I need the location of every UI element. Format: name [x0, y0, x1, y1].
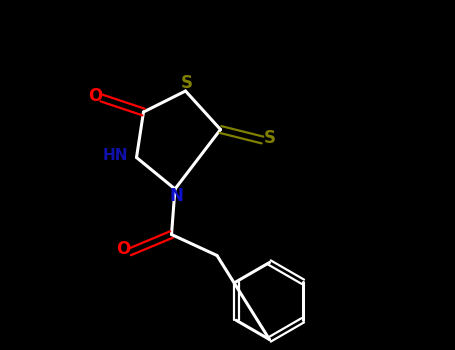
Text: N: N — [170, 187, 184, 205]
Text: O: O — [88, 87, 102, 105]
Text: S: S — [264, 129, 276, 147]
Text: HN: HN — [102, 148, 128, 163]
Text: O: O — [116, 240, 130, 258]
Text: S: S — [181, 74, 193, 92]
